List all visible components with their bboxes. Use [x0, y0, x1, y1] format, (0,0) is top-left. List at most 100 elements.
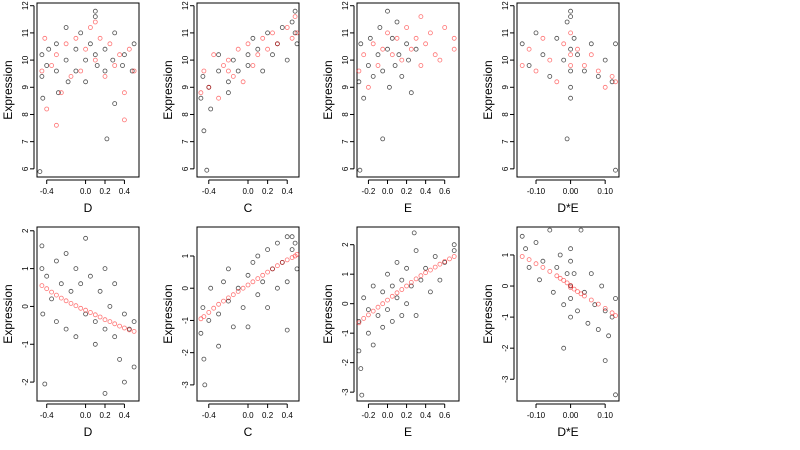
y-tick-label: -1	[341, 329, 350, 337]
data-point	[270, 52, 275, 58]
data-point	[404, 283, 410, 289]
data-point	[389, 52, 395, 58]
data-point	[208, 106, 214, 112]
data-point	[533, 240, 539, 245]
data-point	[92, 19, 98, 25]
data-point	[432, 52, 438, 58]
data-point	[131, 68, 137, 74]
data-point	[547, 268, 553, 274]
data-point	[235, 288, 241, 294]
data-point	[361, 95, 367, 101]
plot-frame	[356, 226, 460, 402]
y-axis: -2 -1 0 1 2	[21, 228, 35, 386]
data-point	[358, 41, 364, 47]
data-point	[568, 14, 573, 20]
data-point	[202, 382, 208, 388]
data-point	[399, 287, 405, 292]
data-point	[92, 319, 98, 325]
data-point	[54, 292, 59, 298]
data-point	[367, 35, 373, 41]
y-tick-label: 1	[181, 253, 190, 258]
data-point	[230, 57, 236, 63]
series-1	[519, 227, 618, 398]
x-tick-label: 0.00	[563, 187, 579, 196]
data-point	[58, 295, 64, 301]
data-point	[284, 327, 290, 333]
x-tick-label: 0.4	[420, 187, 432, 196]
data-point	[274, 41, 280, 47]
data-point	[602, 57, 608, 63]
data-point	[110, 57, 116, 63]
data-point	[533, 30, 539, 36]
data-point	[568, 63, 573, 68]
data-point	[568, 8, 573, 14]
data-point	[380, 68, 386, 74]
data-point	[245, 324, 251, 330]
data-point	[588, 41, 594, 47]
data-point	[279, 259, 285, 265]
series-1	[39, 235, 137, 396]
data-point	[380, 46, 386, 52]
data-point	[408, 46, 414, 52]
data-point	[389, 318, 395, 324]
data-point	[554, 35, 560, 41]
data-point	[63, 57, 69, 63]
data-point	[423, 265, 429, 271]
data-point	[235, 68, 241, 74]
data-point	[418, 277, 424, 283]
x-tick-label: 0.4	[282, 411, 294, 420]
data-point	[235, 285, 241, 291]
series-2	[39, 283, 137, 334]
data-point	[613, 79, 618, 85]
data-point	[394, 290, 400, 296]
data-point	[437, 57, 443, 63]
data-point	[571, 271, 577, 277]
data-point	[225, 79, 231, 85]
data-point	[413, 313, 419, 318]
data-point	[550, 289, 556, 295]
data-point	[73, 46, 79, 52]
data-point	[394, 35, 400, 41]
y-axis: -3 -2 -1 0 1 2	[341, 242, 355, 396]
y-tick-label: -3	[181, 381, 190, 389]
data-point	[54, 41, 59, 47]
y-tick-label: 10	[341, 55, 350, 64]
data-point	[265, 46, 271, 52]
data-point	[564, 136, 570, 142]
data-point	[200, 74, 206, 79]
data-point	[523, 246, 528, 252]
data-point	[245, 272, 251, 278]
data-point	[432, 264, 438, 270]
data-point	[442, 259, 448, 264]
data-point	[557, 252, 563, 258]
data-point	[102, 46, 108, 52]
data-point	[39, 68, 45, 74]
data-point	[561, 277, 567, 283]
data-point	[451, 46, 457, 52]
y-tick-label: 9	[341, 85, 350, 90]
data-point	[613, 296, 618, 301]
data-point	[204, 167, 210, 173]
data-point	[49, 289, 54, 295]
x-tick-label: 0.10	[597, 411, 613, 420]
data-point	[54, 52, 59, 58]
data-point	[595, 74, 601, 79]
data-point	[365, 312, 371, 318]
y-tick-label: 12	[181, 1, 190, 10]
data-point	[385, 30, 390, 36]
data-point	[49, 63, 54, 68]
data-point	[284, 234, 290, 240]
data-point	[97, 288, 103, 294]
data-point	[225, 295, 231, 301]
data-point	[73, 266, 79, 272]
data-point	[284, 57, 290, 63]
y-axis-title: Expression	[321, 60, 335, 119]
plot-frame	[36, 2, 140, 178]
panel-5: -0.4 0.0 0.2 0.4 D -2 -1 0 1 2 Expression	[1, 226, 140, 439]
x-tick-label: 0.2	[99, 187, 111, 196]
data-point	[359, 392, 365, 398]
x-tick-label: 0.2	[401, 411, 413, 420]
y-tick-label: 1	[341, 271, 350, 276]
y-tick-label: -2	[21, 378, 30, 386]
